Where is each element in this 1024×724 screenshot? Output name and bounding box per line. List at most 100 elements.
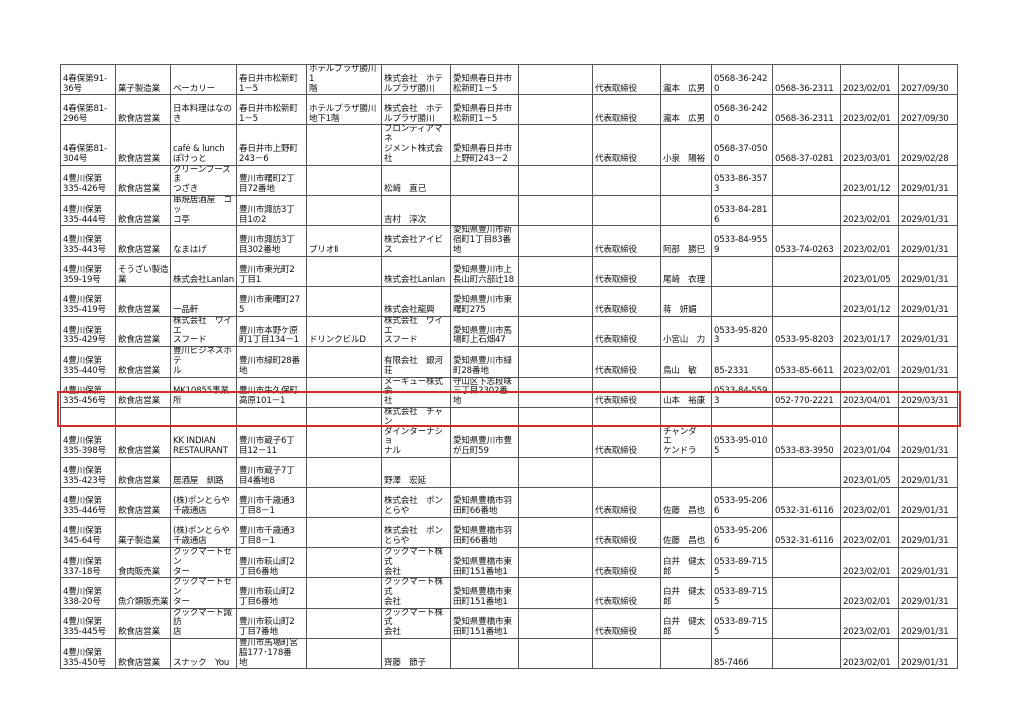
cell-operator-name: 株式会社 ポン とらや xyxy=(381,516,451,548)
cell-building xyxy=(306,285,382,317)
cell-business-type: 魚介類販売業 xyxy=(115,577,171,609)
cell-building: ホテルプラザ勝川 地下1階 xyxy=(306,94,382,126)
cell-operator-name: 松崎 直己 xyxy=(381,164,451,196)
table-row-highlighted: 4豊川保第 335-398号 飲食店営業 KK INDIAN RESTAURANT 豊… xyxy=(60,406,958,458)
cell-start-date: 2023/02/01 xyxy=(840,194,899,227)
cell-fax xyxy=(772,255,841,287)
cell-business-type: 飲食店営業 xyxy=(115,315,171,348)
cell-shop-address: 豊川市蔵子7丁 目4番地8 xyxy=(236,456,307,488)
cell-blank xyxy=(518,577,593,609)
cell-permit-number: 4豊川保第 335-446号 xyxy=(60,486,116,518)
cell-shop-address: 豊川市諏訪3丁 目1の2 xyxy=(236,194,307,227)
cell-representative xyxy=(660,194,712,227)
cell-operator-address: 愛知県豊川市豊 が丘町59 xyxy=(450,406,519,458)
cell-operator-name: メーキュー株式会 社 xyxy=(381,376,451,408)
cell-operator-address: 愛知県豊橋市東 田町151番地1 xyxy=(450,546,519,579)
cell-representative xyxy=(660,638,712,670)
cell-phone: 0533-89-7155 xyxy=(711,607,773,640)
cell-blank xyxy=(518,638,593,670)
table-row: 4豊川保第 335-450号 飲食店営業 スナック You 豊川市馬場町宮 脇177･… xyxy=(60,638,958,670)
cell-business-type: 飲食店営業 xyxy=(115,456,171,488)
cell-business-type: 飲食店営業 xyxy=(115,486,171,518)
cell-start-date: 2023/02/01 xyxy=(840,225,899,257)
cell-shop-name: café & lunch ぽけっと xyxy=(170,124,237,166)
cell-building xyxy=(306,346,382,378)
cell-building xyxy=(306,456,382,488)
cell-expiry-date: 2027/09/30 xyxy=(898,63,958,96)
cell-phone: 0533-84-9559 xyxy=(711,225,773,257)
table-row: 4豊川保第 335-426号 飲食店営業 グリーンフーズま つざき 豊川市曙町2丁 目… xyxy=(60,164,958,196)
cell-start-date: 2023/02/01 xyxy=(840,638,899,670)
cell-phone xyxy=(711,285,773,317)
cell-fax xyxy=(772,164,841,196)
cell-blank xyxy=(518,94,593,126)
cell-operator-address: 愛知県豊川市上 長山町六部辻18 xyxy=(450,255,519,287)
cell-expiry-date: 2029/01/31 xyxy=(898,194,958,227)
cell-permit-number: 4豊川保第 335-445号 xyxy=(60,607,116,640)
cell-expiry-date: 2029/01/31 xyxy=(898,285,958,317)
cell-permit-number: 4豊川保第 335-398号 xyxy=(60,406,116,458)
cell-building xyxy=(306,376,382,408)
cell-representative: 瀧本 広男 xyxy=(660,94,712,126)
cell-title: 代表取締役 xyxy=(592,285,661,317)
cell-permit-number: 4春保第91- 36号 xyxy=(60,63,116,96)
cell-operator-name: 株式会社 ワイエ スフード xyxy=(381,315,451,348)
cell-start-date: 2023/01/04 xyxy=(840,406,899,458)
cell-blank xyxy=(518,63,593,96)
cell-shop-address: 豊川市曙町2丁 目72番地 xyxy=(236,164,307,196)
cell-representative: 尾崎 衣理 xyxy=(660,255,712,287)
cell-shop-address: 豊川市千歳通3 丁目8－1 xyxy=(236,486,307,518)
permit-table: 4春保第91- 36号 菓子製造業 ベーカリー 春日井市松新町 1－5 ホテルプラザ勝川… xyxy=(60,63,958,670)
cell-representative: 瀧本 広男 xyxy=(660,63,712,96)
cell-operator-name: 株式会社アイビ ス xyxy=(381,225,451,257)
cell-blank xyxy=(518,546,593,579)
cell-building xyxy=(306,577,382,609)
cell-operator-name: クックマート株式 会社 xyxy=(381,577,451,609)
cell-building xyxy=(306,255,382,287)
cell-operator-address: 愛知県豊川市新 宿町1丁目83番 地 xyxy=(450,225,519,257)
cell-permit-number: 4豊川保第 335-419号 xyxy=(60,285,116,317)
cell-shop-name: ベーカリー xyxy=(170,63,237,96)
cell-building: ホテルプラザ勝川1 階 xyxy=(306,63,382,96)
cell-shop-address: 豊川市本野ケ原 町1丁目134－1 xyxy=(236,315,307,348)
cell-operator-address: 愛知県豊橋市東 田町151番地1 xyxy=(450,607,519,640)
cell-phone: 0533-86-3573 xyxy=(711,164,773,196)
cell-business-type: 飲食店営業 xyxy=(115,94,171,126)
cell-permit-number: 4豊川保第 335-426号 xyxy=(60,164,116,196)
cell-shop-address: 春日井市松新町 1－5 xyxy=(236,63,307,96)
cell-expiry-date: 2029/03/31 xyxy=(898,376,958,408)
cell-shop-name: 一品軒 xyxy=(170,285,237,317)
cell-fax xyxy=(772,577,841,609)
cell-operator-name: フロンティアマネ ジメント株式会社 xyxy=(381,124,451,166)
table-row: 4豊川保第 338-20号 魚介類販売業 クックマートセン ター 豊川市萩山町2 丁目… xyxy=(60,577,958,609)
cell-permit-number: 4春保第81- 304号 xyxy=(60,124,116,166)
cell-start-date: 2023/01/05 xyxy=(840,255,899,287)
table-row: 4豊川保第 335-445号 飲食店営業 クックマート諏訪 店豊川市萩山町2 丁目7… xyxy=(60,607,958,640)
cell-start-date: 2023/01/17 xyxy=(840,315,899,348)
cell-title xyxy=(592,194,661,227)
cell-building xyxy=(306,124,382,166)
cell-shop-address: 豊川市千歳通3 丁目8－1 xyxy=(236,516,307,548)
cell-operator-name: 株式会社 ホテ ルプラザ勝川 xyxy=(381,94,451,126)
cell-start-date: 2023/01/12 xyxy=(840,285,899,317)
table-row: 4豊川保第 335-446号 飲食店営業 (株)ポンとらや 千歳通店 豊川市千歳通3 … xyxy=(60,486,958,518)
cell-start-date: 2023/01/05 xyxy=(840,456,899,488)
cell-shop-name: スナック You xyxy=(170,638,237,670)
cell-building xyxy=(306,638,382,670)
cell-operator-address xyxy=(450,456,519,488)
cell-phone: 0533-95-8203 xyxy=(711,315,773,348)
cell-phone: 0533-95-2066 xyxy=(711,486,773,518)
cell-building xyxy=(306,406,382,458)
table-row: 4春保第91- 36号 菓子製造業 ベーカリー 春日井市松新町 1－5 ホテルプラザ勝川… xyxy=(60,63,958,96)
cell-title: 代表取締役 xyxy=(592,607,661,640)
cell-title: 代表取締役 xyxy=(592,124,661,166)
cell-expiry-date: 2029/01/31 xyxy=(898,456,958,488)
cell-title: 代表取締役 xyxy=(592,516,661,548)
cell-building xyxy=(306,194,382,227)
cell-blank xyxy=(518,315,593,348)
cell-title: 代表取締役 xyxy=(592,546,661,579)
cell-shop-address: 豊川市馬場町宮 脇177･178番 地 xyxy=(236,638,307,670)
cell-business-type: 飲食店営業 xyxy=(115,607,171,640)
cell-shop-address: 豊川市牛久保町 高原101－1 xyxy=(236,376,307,408)
cell-representative: チャンダ エ ケンドラ xyxy=(660,406,712,458)
